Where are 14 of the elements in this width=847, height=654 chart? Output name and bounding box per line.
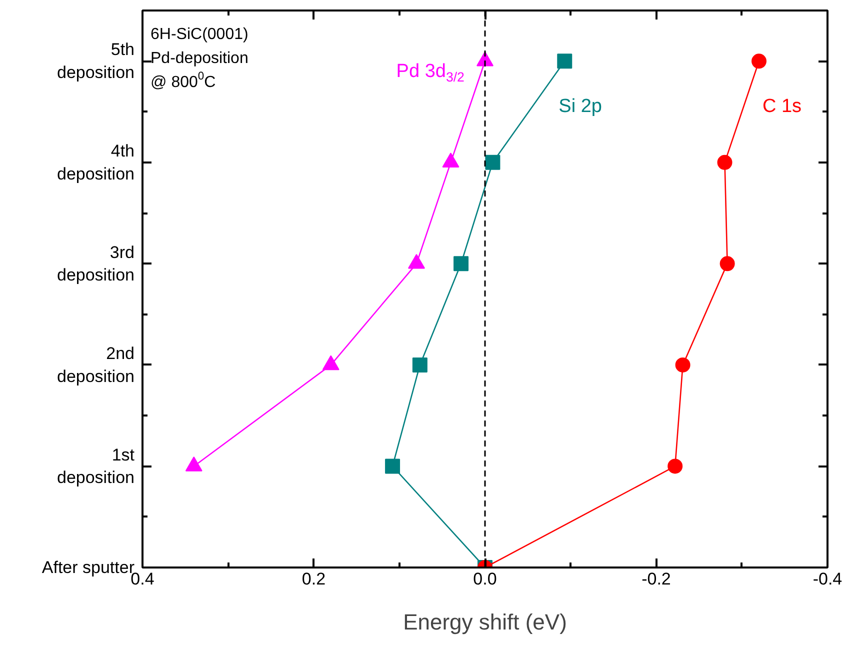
y-tick-label: 2nd deposition: [56, 344, 135, 386]
annotation: Pd-deposition: [150, 50, 248, 67]
x-tick-label: -0.2: [642, 570, 671, 588]
y-tick-label: 1st deposition: [56, 445, 135, 488]
annotation: 6H-SiC(0001): [150, 26, 248, 43]
x-tick-label: -0.4: [812, 570, 842, 588]
x-axis-title: Energy shift (eV): [403, 610, 567, 634]
x-tick-label: 0.2: [302, 570, 326, 588]
series-label: C 1s: [762, 96, 802, 118]
y-tick-label: 4th deposition: [56, 142, 135, 184]
x-tick-label: 0.0: [473, 570, 497, 588]
y-tick-label: 5th deposition: [56, 40, 135, 82]
y-tick-label: 3rd deposition: [56, 242, 135, 285]
series-label: Si 2p: [558, 96, 602, 118]
